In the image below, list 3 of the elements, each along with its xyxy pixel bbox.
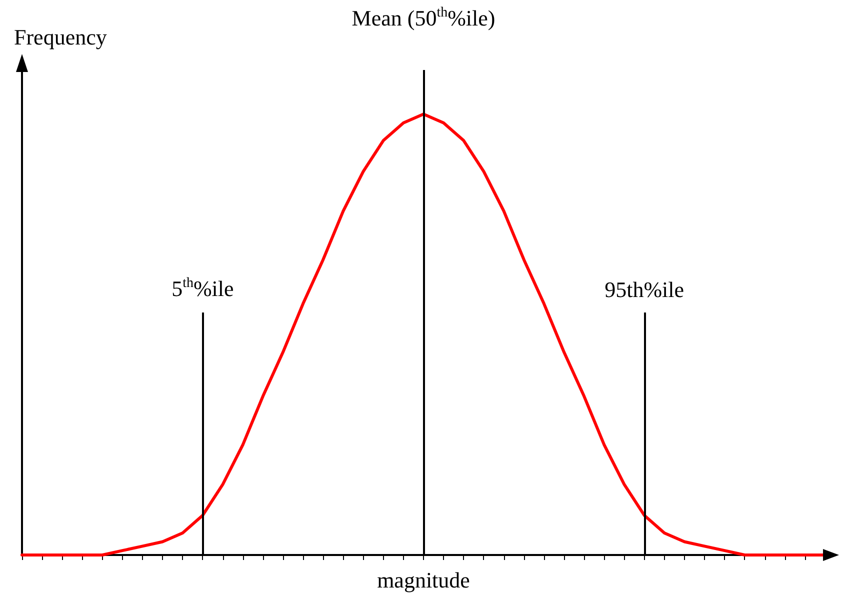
x-axis-title: magnitude [377,568,470,592]
annotation: 95th%ile [604,277,684,302]
y-axis-title: Frequency [14,24,107,50]
